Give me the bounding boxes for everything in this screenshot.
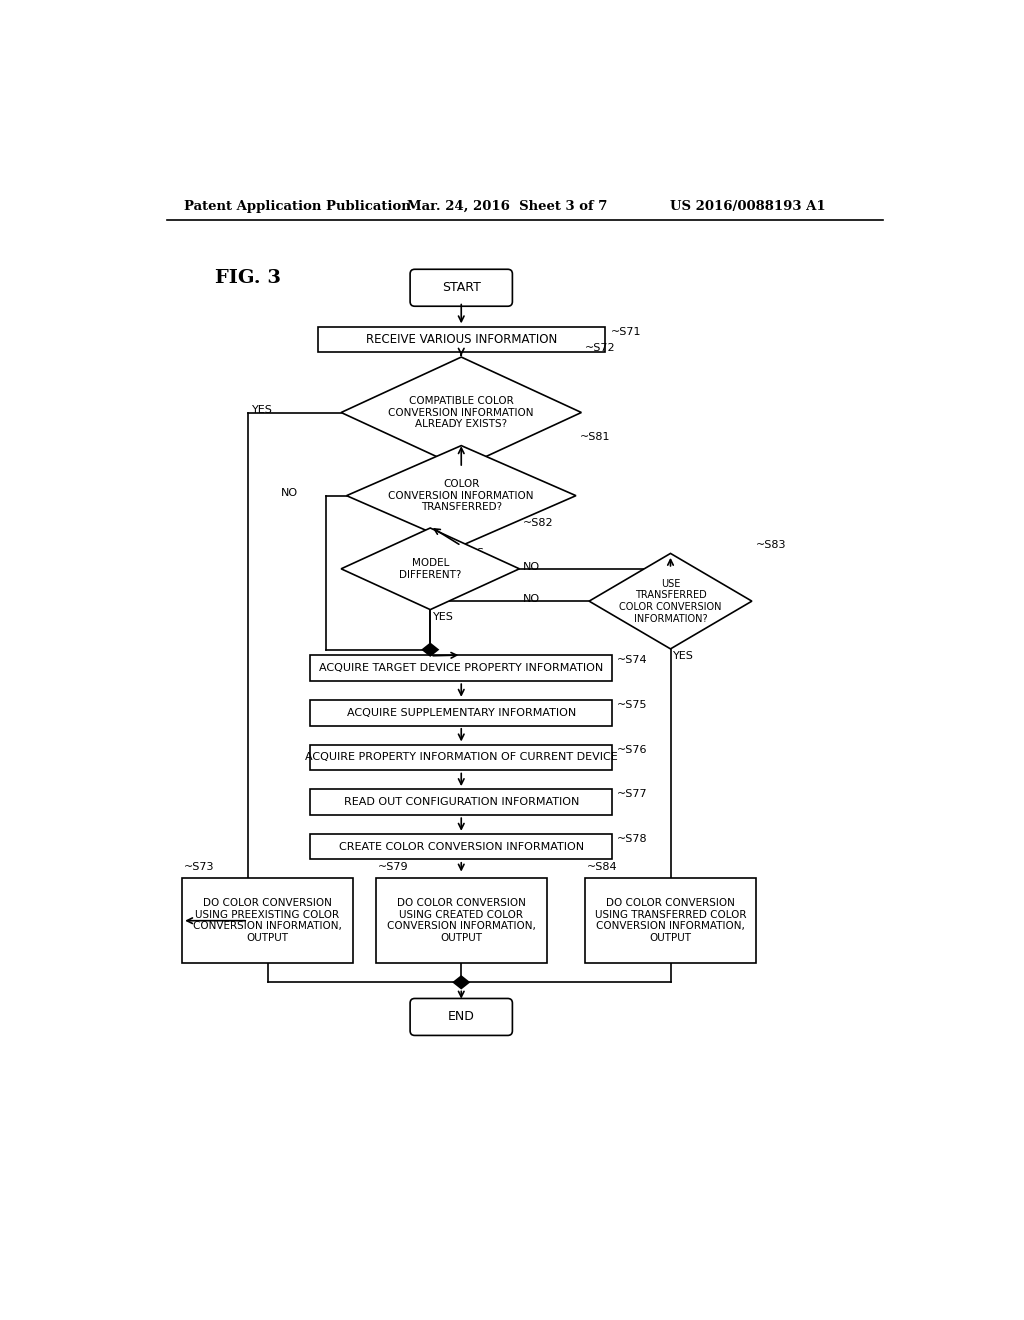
Text: NO: NO <box>523 594 541 603</box>
Text: NO: NO <box>282 488 299 499</box>
Text: ~S84: ~S84 <box>587 862 617 873</box>
Text: ~S75: ~S75 <box>617 700 647 710</box>
Text: ~S72: ~S72 <box>586 343 615 354</box>
FancyBboxPatch shape <box>410 269 512 306</box>
Bar <box>310 656 612 681</box>
Text: READ OUT CONFIGURATION INFORMATION: READ OUT CONFIGURATION INFORMATION <box>344 797 579 807</box>
Text: COMPATIBLE COLOR
CONVERSION INFORMATION
ALREADY EXISTS?: COMPATIBLE COLOR CONVERSION INFORMATION … <box>388 396 534 429</box>
Bar <box>182 878 352 964</box>
Text: ~S73: ~S73 <box>183 862 214 873</box>
Polygon shape <box>589 553 752 649</box>
Polygon shape <box>341 528 519 610</box>
Text: DO COLOR CONVERSION
USING CREATED COLOR
CONVERSION INFORMATION,
OUTPUT: DO COLOR CONVERSION USING CREATED COLOR … <box>387 899 536 942</box>
Bar <box>317 326 604 352</box>
Text: ACQUIRE PROPERTY INFORMATION OF CURRENT DEVICE: ACQUIRE PROPERTY INFORMATION OF CURRENT … <box>305 752 617 763</box>
Text: ~S78: ~S78 <box>617 834 647 843</box>
FancyBboxPatch shape <box>410 998 512 1035</box>
Polygon shape <box>346 446 575 545</box>
Bar <box>586 878 756 964</box>
Text: CREATE COLOR CONVERSION INFORMATION: CREATE COLOR CONVERSION INFORMATION <box>339 842 584 851</box>
Text: RECEIVE VARIOUS INFORMATION: RECEIVE VARIOUS INFORMATION <box>366 333 557 346</box>
Text: ~S83: ~S83 <box>756 540 786 549</box>
Text: YES: YES <box>464 548 484 558</box>
Text: ACQUIRE SUPPLEMENTARY INFORMATION: ACQUIRE SUPPLEMENTARY INFORMATION <box>347 708 575 718</box>
Text: START: START <box>441 281 480 294</box>
Text: MODEL
DIFFERENT?: MODEL DIFFERENT? <box>399 558 462 579</box>
Text: YES: YES <box>673 651 693 661</box>
Text: ACQUIRE TARGET DEVICE PROPERTY INFORMATION: ACQUIRE TARGET DEVICE PROPERTY INFORMATI… <box>319 663 603 673</box>
Text: ~S71: ~S71 <box>611 326 641 337</box>
Text: YES: YES <box>252 405 272 416</box>
Text: USE
TRANSFERRED
COLOR CONVERSION
INFORMATION?: USE TRANSFERRED COLOR CONVERSION INFORMA… <box>620 578 722 623</box>
Text: END: END <box>447 1010 475 1023</box>
Text: NO: NO <box>464 470 480 480</box>
Text: ~S76: ~S76 <box>617 744 647 755</box>
Text: ~S81: ~S81 <box>580 432 610 442</box>
Text: ~S82: ~S82 <box>523 517 554 528</box>
Bar <box>310 700 612 726</box>
Text: US 2016/0088193 A1: US 2016/0088193 A1 <box>671 199 826 213</box>
Text: COLOR
CONVERSION INFORMATION
TRANSFERRED?: COLOR CONVERSION INFORMATION TRANSFERRED… <box>388 479 534 512</box>
Text: NO: NO <box>523 561 541 572</box>
Text: DO COLOR CONVERSION
USING PREEXISTING COLOR
CONVERSION INFORMATION,
OUTPUT: DO COLOR CONVERSION USING PREEXISTING CO… <box>194 899 342 942</box>
Text: ~S74: ~S74 <box>617 656 647 665</box>
Bar <box>310 789 612 814</box>
Polygon shape <box>454 977 469 989</box>
Bar <box>310 744 612 770</box>
Text: Patent Application Publication: Patent Application Publication <box>183 199 411 213</box>
Text: YES: YES <box>432 612 454 622</box>
Bar <box>376 878 547 964</box>
Text: ~S79: ~S79 <box>378 862 409 873</box>
Text: FIG. 3: FIG. 3 <box>215 269 281 286</box>
Bar <box>310 834 612 859</box>
Polygon shape <box>423 644 438 656</box>
Polygon shape <box>341 358 582 469</box>
Text: Mar. 24, 2016  Sheet 3 of 7: Mar. 24, 2016 Sheet 3 of 7 <box>407 199 607 213</box>
Text: DO COLOR CONVERSION
USING TRANSFERRED COLOR
CONVERSION INFORMATION,
OUTPUT: DO COLOR CONVERSION USING TRANSFERRED CO… <box>595 899 746 942</box>
Text: ~S77: ~S77 <box>617 789 647 800</box>
